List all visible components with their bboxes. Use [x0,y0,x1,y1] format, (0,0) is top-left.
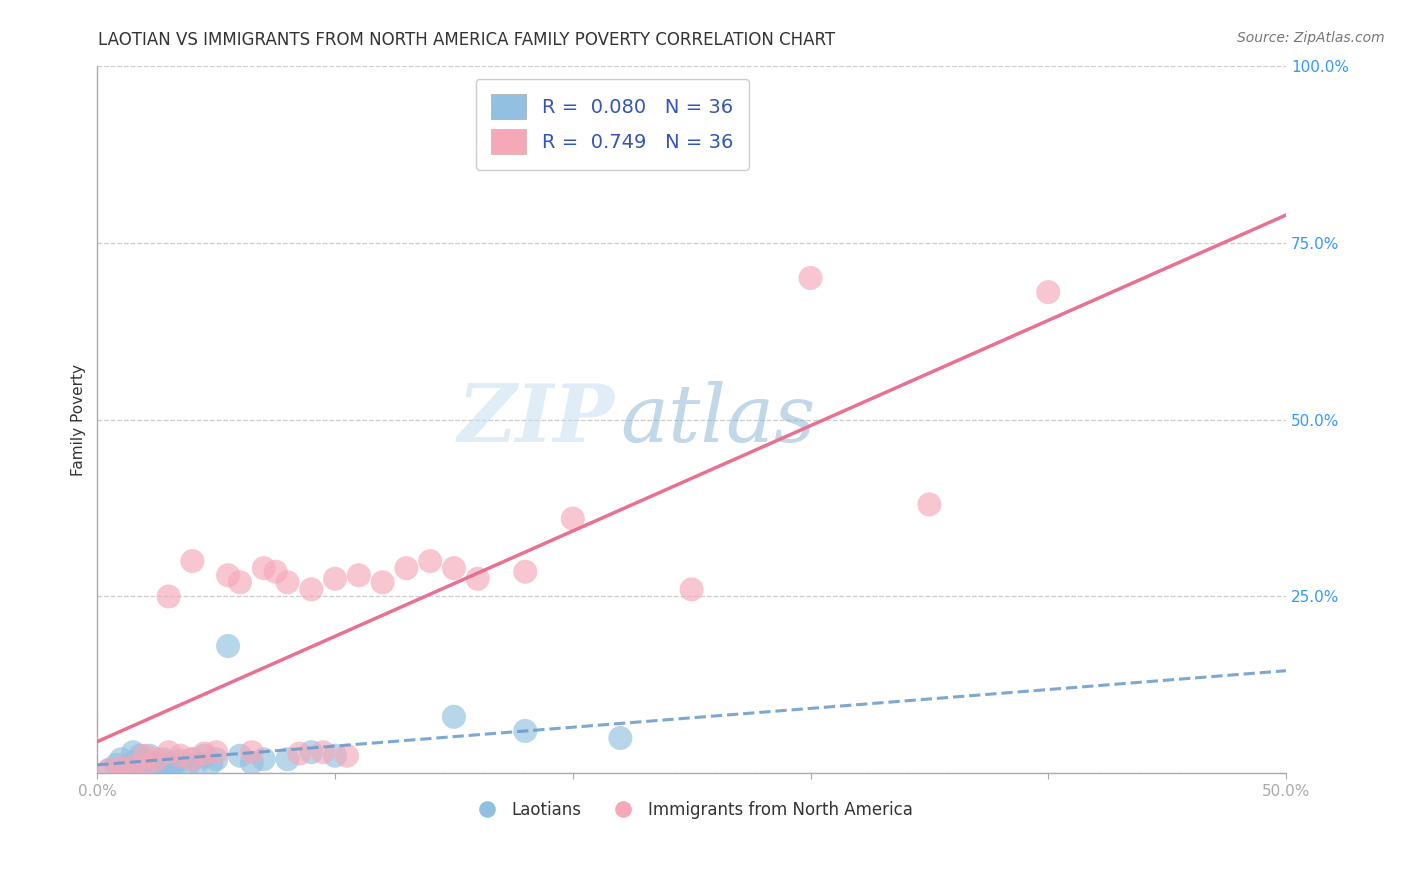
Point [98,763,121,777]
Point [609,731,631,745]
Point [129,759,152,773]
Point [153,759,176,773]
Point [277,575,299,590]
Point [299,582,322,597]
Point [134,761,156,775]
Text: LAOTIAN VS IMMIGRANTS FROM NORTH AMERICA FAMILY POVERTY CORRELATION CHART: LAOTIAN VS IMMIGRANTS FROM NORTH AMERICA… [98,31,835,49]
Point [443,561,465,575]
Point [105,758,128,772]
Text: atlas: atlas [620,381,815,458]
Point [138,748,160,763]
Point [336,748,359,763]
Point [146,752,169,766]
Point [253,561,276,575]
Point [467,572,489,586]
Point [176,759,198,773]
Point [264,565,287,579]
Point [371,575,394,590]
Point [134,748,156,763]
Point [323,748,346,763]
Point [515,723,537,738]
Point [799,271,821,285]
Point [443,710,465,724]
Legend: Laotians, Immigrants from North America: Laotians, Immigrants from North America [464,794,920,825]
Point [347,568,370,582]
Point [181,554,204,568]
Point [146,763,169,777]
Point [110,761,132,775]
Point [681,582,703,597]
Point [157,761,180,775]
Point [299,745,322,759]
Point [115,761,138,775]
Point [561,511,583,525]
Text: ZIP: ZIP [457,381,614,458]
Point [169,754,191,768]
Point [122,745,145,759]
Point [157,745,180,759]
Point [122,756,145,770]
Point [240,745,263,759]
Point [129,748,152,763]
Point [134,754,156,768]
Point [157,756,180,770]
Point [253,752,276,766]
Point [200,756,222,770]
Point [98,763,121,777]
Point [395,561,418,575]
Point [515,565,537,579]
Point [153,752,176,766]
Point [312,745,335,759]
Point [229,575,252,590]
Point [217,568,239,582]
Point [181,752,204,766]
Point [288,747,311,761]
Point [134,758,156,772]
Point [169,748,191,763]
Point [181,752,204,766]
Point [162,758,184,772]
Point [229,748,252,763]
Point [205,752,228,766]
Point [205,745,228,759]
Point [918,498,941,512]
Point [193,748,215,763]
Point [146,756,169,770]
Point [186,756,208,770]
Point [122,759,145,773]
Point [277,752,299,766]
Point [138,758,160,772]
Point [419,554,441,568]
Point [240,756,263,770]
Text: Source: ZipAtlas.com: Source: ZipAtlas.com [1237,31,1385,45]
Point [193,747,215,761]
Point [110,752,132,766]
Point [157,590,180,604]
Point [1038,285,1060,299]
Point [323,572,346,586]
Y-axis label: Family Poverty: Family Poverty [72,364,86,475]
Point [217,639,239,653]
